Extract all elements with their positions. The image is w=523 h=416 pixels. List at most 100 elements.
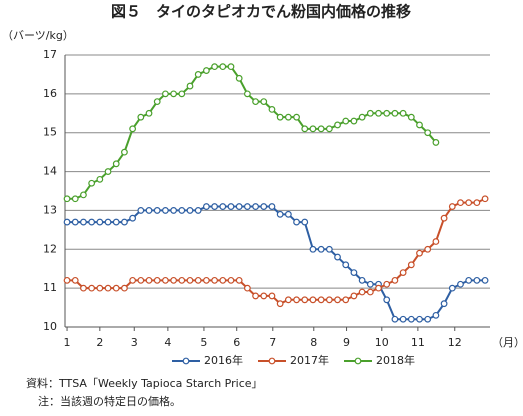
- point: [80, 284, 87, 292]
- point: [227, 63, 235, 71]
- point: [252, 292, 259, 300]
- point: [219, 203, 227, 210]
- point: [448, 284, 456, 292]
- point: [325, 125, 333, 133]
- point: [153, 207, 161, 214]
- point: [293, 296, 300, 304]
- point: [424, 245, 432, 253]
- chart-title: 図５ タイのタピオカでん粉国内価格の推移: [111, 3, 411, 21]
- point: [202, 67, 210, 74]
- point: [104, 284, 112, 292]
- point: [194, 207, 202, 214]
- point: [162, 276, 169, 284]
- point: [121, 148, 128, 156]
- point: [145, 276, 153, 284]
- x-tick-label: 10: [375, 336, 389, 349]
- point: [375, 284, 382, 292]
- point: [366, 288, 374, 296]
- point: [383, 280, 391, 288]
- point: [63, 218, 71, 226]
- y-tick-label: 15: [43, 126, 57, 139]
- footnote: 注：当該週の特定日の価格。: [38, 394, 181, 408]
- point: [334, 253, 341, 261]
- point: [383, 296, 391, 304]
- point: [137, 113, 145, 121]
- point: [71, 195, 79, 203]
- source-note: 資料：TTSA「Weekly Tapioca Starch Price」: [26, 376, 263, 390]
- point: [457, 199, 464, 207]
- point: [309, 245, 317, 253]
- point: [407, 113, 415, 121]
- point: [80, 191, 87, 199]
- point: [194, 71, 202, 78]
- point: [440, 214, 448, 222]
- point: [334, 121, 341, 129]
- point: [96, 284, 104, 292]
- point: [350, 269, 358, 277]
- y-tick-label: 12: [43, 242, 57, 255]
- point: [186, 82, 194, 90]
- legend-label: 2016年: [204, 353, 243, 367]
- point: [276, 210, 284, 218]
- series-line: [67, 197, 486, 305]
- point: [88, 284, 96, 292]
- legend-marker: [268, 357, 276, 365]
- point: [391, 276, 399, 284]
- point: [293, 113, 300, 121]
- point: [252, 203, 259, 210]
- point: [284, 113, 292, 121]
- point: [284, 210, 292, 218]
- point: [276, 300, 284, 308]
- point: [481, 195, 489, 203]
- x-tick-label: 2: [96, 336, 103, 349]
- point: [293, 218, 300, 226]
- legend-marker: [354, 357, 362, 365]
- y-tick-label: 14: [43, 165, 57, 178]
- point: [235, 276, 243, 284]
- point: [211, 203, 218, 210]
- point: [260, 98, 268, 106]
- point: [375, 109, 382, 117]
- point: [366, 109, 374, 117]
- point: [424, 129, 432, 137]
- point: [202, 276, 210, 284]
- point: [88, 218, 96, 226]
- point: [325, 245, 333, 253]
- point: [473, 276, 481, 284]
- point: [137, 276, 145, 284]
- point: [170, 90, 178, 98]
- point: [121, 218, 128, 226]
- point: [260, 203, 268, 210]
- point: [416, 315, 423, 323]
- point: [391, 109, 399, 117]
- point: [309, 125, 317, 133]
- point: [186, 276, 194, 284]
- point: [129, 214, 137, 222]
- point: [235, 74, 243, 82]
- point: [153, 276, 161, 284]
- y-tick-label: 11: [43, 281, 57, 294]
- point: [178, 90, 186, 98]
- point: [399, 269, 407, 277]
- y-tick-label: 10: [43, 320, 57, 333]
- series-line: [67, 205, 486, 321]
- point: [88, 179, 96, 187]
- point: [243, 284, 251, 292]
- point: [473, 199, 481, 207]
- point: [342, 117, 350, 125]
- point: [153, 98, 161, 106]
- point: [112, 160, 120, 168]
- point: [465, 199, 473, 207]
- x-tick-label: 4: [164, 336, 171, 349]
- point: [432, 238, 440, 245]
- legend-marker: [182, 357, 190, 365]
- point: [334, 296, 341, 304]
- point: [202, 203, 210, 210]
- point: [383, 109, 391, 117]
- point: [129, 125, 137, 133]
- point: [104, 218, 112, 226]
- point: [145, 207, 153, 214]
- point: [260, 292, 268, 300]
- point: [407, 261, 415, 269]
- x-axis-label: （月）: [492, 336, 523, 349]
